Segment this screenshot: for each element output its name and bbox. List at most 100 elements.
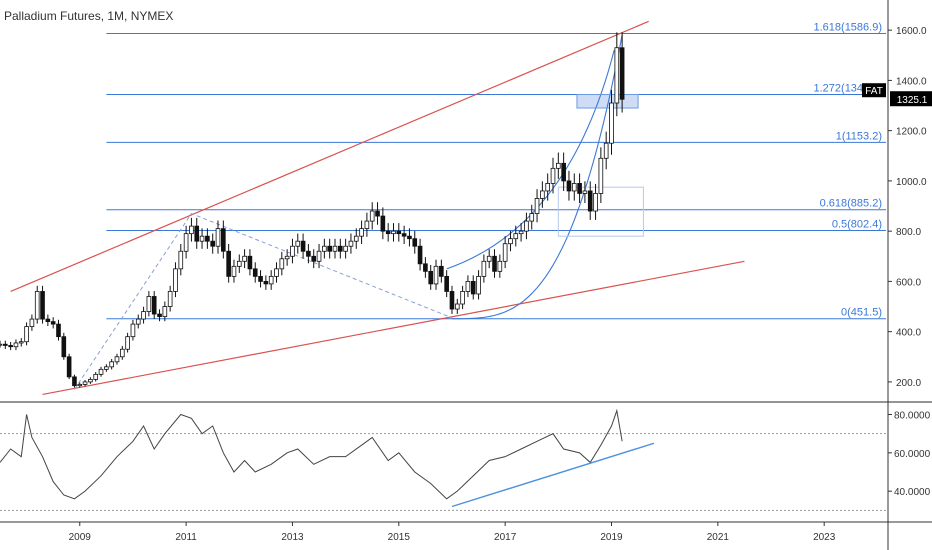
candle-body — [327, 245, 332, 252]
time-tick-label: 2019 — [600, 532, 623, 543]
candle-body — [614, 47, 620, 104]
time-tick-label: 2015 — [388, 532, 411, 543]
candle-body — [221, 228, 226, 252]
candle-body — [72, 376, 77, 387]
oscillator-pane — [0, 408, 888, 511]
price-tick-label: 1600.0 — [896, 26, 927, 37]
candle-body — [199, 235, 205, 242]
candle-body — [8, 345, 13, 348]
candle-body — [476, 275, 481, 295]
candle-body — [545, 183, 551, 192]
candle-body — [439, 265, 444, 277]
osc-tick-label: 80.0000 — [894, 411, 931, 422]
candle-body — [444, 275, 449, 292]
candle-body — [119, 348, 125, 358]
candle-body — [566, 180, 572, 192]
candle-body — [316, 250, 322, 262]
candle-body — [45, 318, 51, 322]
candle-body — [449, 291, 455, 310]
candle-body — [215, 228, 221, 247]
candle-body — [151, 296, 157, 315]
time-tick-label: 2009 — [69, 532, 92, 543]
candle-body — [364, 220, 370, 230]
candle-body — [157, 313, 162, 317]
candle-body — [24, 326, 29, 343]
candle-body — [407, 235, 412, 240]
candle-body — [130, 323, 136, 338]
candle-body — [465, 280, 471, 292]
candle-body — [571, 183, 577, 192]
candle-body — [50, 321, 56, 325]
candle-body — [247, 255, 253, 270]
candle-body — [556, 162, 561, 169]
candle-body — [603, 142, 609, 159]
fib-level-label: 0.618(885.2) — [820, 198, 882, 210]
candle-body — [481, 260, 487, 277]
candle-body — [40, 291, 45, 320]
candle-body — [454, 303, 460, 310]
candle-body — [433, 265, 439, 285]
candle-body — [93, 373, 99, 380]
fib-level-label: 0(451.5) — [841, 307, 882, 319]
candle-body — [295, 240, 301, 247]
candle-body — [162, 306, 168, 317]
candle-body — [306, 250, 311, 257]
candle-body — [109, 361, 114, 368]
candle-body — [300, 240, 306, 252]
candle-body — [66, 356, 72, 378]
candle-body — [423, 263, 428, 272]
candle-body — [460, 291, 465, 305]
price-tick-label: 1000.0 — [896, 177, 927, 188]
parabolic-curve-upper — [446, 50, 615, 270]
candle-body — [284, 255, 290, 260]
osc-tick-label: 60.0000 — [894, 449, 931, 460]
fib-level-label: 1(1153.2) — [836, 130, 882, 142]
candle-body — [486, 255, 492, 262]
candle-body — [593, 193, 598, 212]
candle-body — [375, 210, 380, 217]
channel-upper-line — [10, 20, 649, 293]
candle-body — [82, 381, 88, 385]
candle-body — [428, 270, 434, 285]
dashed-projection — [74, 212, 453, 390]
candle-body — [508, 238, 513, 245]
candle-body — [114, 356, 120, 363]
candle-body — [609, 102, 614, 144]
chart-title: Palladium Futures, 1M, NYMEX — [4, 9, 174, 23]
candle-body — [18, 341, 24, 344]
fib-tag — [862, 83, 886, 98]
candle-body — [167, 291, 173, 307]
candle-body — [141, 311, 146, 320]
candle-body — [183, 233, 189, 252]
candle-body — [226, 250, 231, 277]
candle-body — [56, 323, 61, 338]
candle-body — [348, 240, 354, 247]
time-tick-label: 2011 — [175, 532, 197, 543]
candle-body — [540, 190, 545, 199]
time-tick-label: 2017 — [494, 532, 517, 543]
candle-body — [194, 225, 200, 242]
candle-body — [337, 245, 343, 252]
time-tick-label: 2021 — [707, 532, 730, 543]
candle-body — [311, 255, 317, 262]
candle-body — [412, 238, 418, 247]
candle-body — [178, 250, 184, 270]
price-tick-label: 400.0 — [896, 328, 921, 339]
candle-body — [98, 368, 104, 375]
candle-body — [417, 245, 423, 265]
candle-body — [274, 268, 279, 277]
candle-body — [561, 162, 566, 182]
candle-body — [290, 245, 295, 257]
candle-body — [353, 235, 359, 242]
price-pane: 1.618(1586.9)1.272(1344.1)1(1153.2)0.618… — [0, 20, 932, 396]
candle-body — [524, 220, 529, 232]
osc-trend-line — [451, 442, 655, 508]
candle-body — [385, 230, 391, 235]
parabolic-curve — [451, 34, 623, 320]
candle-body — [492, 255, 497, 272]
candle-body — [279, 258, 285, 270]
candle-body — [13, 342, 19, 348]
candle-body — [252, 268, 258, 277]
